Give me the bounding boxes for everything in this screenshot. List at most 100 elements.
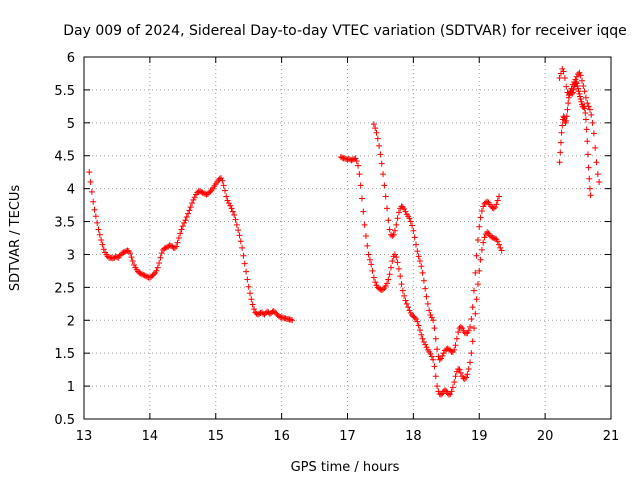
y-tick-label: 2 xyxy=(67,314,75,329)
data-point xyxy=(386,226,393,233)
data-point xyxy=(416,327,423,334)
data-point xyxy=(563,117,570,124)
data-point xyxy=(422,285,429,292)
data-point xyxy=(374,135,381,142)
data-point xyxy=(250,306,257,313)
data-point xyxy=(580,104,587,111)
data-point xyxy=(465,327,472,334)
data-point xyxy=(567,90,574,97)
data-point xyxy=(349,156,356,163)
data-point xyxy=(444,390,451,397)
x-tick-label: 16 xyxy=(273,429,290,444)
data-point xyxy=(361,221,368,228)
data-point xyxy=(358,195,365,202)
data-point xyxy=(372,279,379,286)
data-point xyxy=(476,267,483,274)
x-axis-label: GPS time / hours xyxy=(291,460,400,475)
data-point xyxy=(150,271,157,278)
data-point xyxy=(564,89,571,96)
data-point xyxy=(355,162,362,169)
data-point xyxy=(390,231,397,238)
data-point xyxy=(157,254,164,261)
data-point xyxy=(198,188,205,195)
data-point xyxy=(426,307,433,314)
data-point xyxy=(370,274,377,281)
data-point xyxy=(265,309,272,316)
y-axis-label: SDTVAR / TECUs xyxy=(8,185,23,292)
data-point xyxy=(395,265,402,272)
data-point xyxy=(121,248,128,255)
data-point xyxy=(402,297,409,304)
data-point xyxy=(129,258,136,265)
data-point xyxy=(577,96,584,103)
data-point xyxy=(357,182,364,189)
data-point xyxy=(191,194,198,201)
data-point xyxy=(171,244,178,251)
data-point xyxy=(224,197,231,204)
data-point xyxy=(405,304,412,311)
data-point xyxy=(488,233,495,240)
data-point xyxy=(451,379,458,386)
data-point xyxy=(564,106,571,113)
data-point xyxy=(449,384,456,391)
data-point xyxy=(365,251,372,258)
data-point xyxy=(436,390,443,397)
data-point xyxy=(149,272,156,279)
data-point xyxy=(467,323,474,330)
data-point xyxy=(420,277,427,284)
data-point xyxy=(481,234,488,241)
data-point xyxy=(496,241,503,248)
data-point xyxy=(468,350,475,357)
data-point xyxy=(571,79,578,86)
data-point xyxy=(424,300,431,307)
data-point xyxy=(181,219,188,226)
data-point xyxy=(173,243,180,250)
data-point xyxy=(369,267,376,274)
data-point xyxy=(120,249,127,256)
data-point xyxy=(411,314,418,321)
data-point xyxy=(411,234,418,241)
data-point xyxy=(98,236,105,243)
data-point xyxy=(277,313,284,320)
data-point xyxy=(415,253,422,260)
data-point xyxy=(225,200,232,207)
data-point xyxy=(88,188,95,195)
y-tick-label: 5.5 xyxy=(54,84,75,99)
data-point xyxy=(207,188,214,195)
data-point xyxy=(413,241,420,248)
data-point xyxy=(244,276,251,283)
data-point xyxy=(419,269,426,276)
data-point xyxy=(233,221,240,228)
data-point xyxy=(377,151,384,158)
data-point xyxy=(592,144,599,151)
data-point xyxy=(99,241,106,248)
data-point xyxy=(556,75,563,82)
data-point xyxy=(362,233,369,240)
data-point xyxy=(576,90,583,97)
data-point xyxy=(465,365,472,372)
y-tick-label: 3.5 xyxy=(54,216,75,231)
data-point xyxy=(577,72,584,79)
data-point xyxy=(560,68,567,75)
data-point xyxy=(100,246,107,253)
data-point xyxy=(455,365,462,372)
data-point xyxy=(584,100,591,107)
data-point xyxy=(420,338,427,345)
data-point xyxy=(403,300,410,307)
data-point xyxy=(90,198,97,205)
data-point xyxy=(418,263,425,270)
data-point xyxy=(378,160,385,167)
data-point xyxy=(585,103,592,110)
data-point xyxy=(472,310,479,317)
data-point xyxy=(478,246,485,253)
data-point xyxy=(415,322,422,329)
data-point xyxy=(573,80,580,87)
data-point xyxy=(119,250,126,257)
x-tick-label: 21 xyxy=(603,429,620,444)
data-point xyxy=(464,371,471,378)
data-point xyxy=(247,290,254,297)
data-point xyxy=(470,287,477,294)
data-point xyxy=(440,350,447,357)
data-point xyxy=(393,254,400,261)
data-point xyxy=(398,281,405,288)
